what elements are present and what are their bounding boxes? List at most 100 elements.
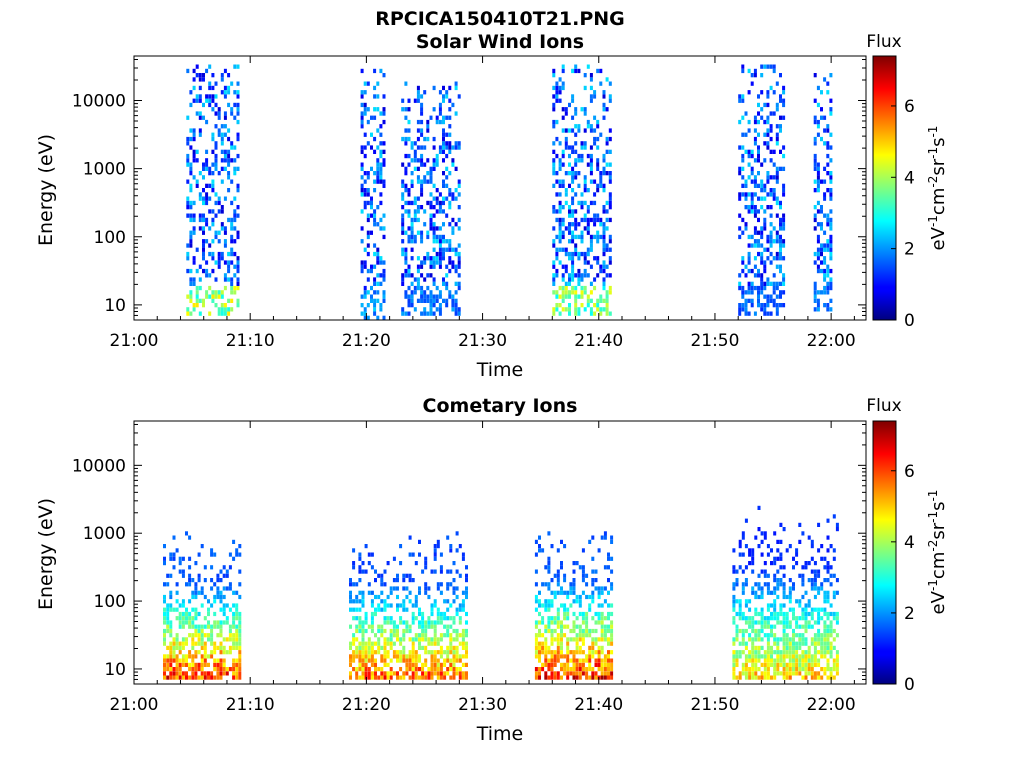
heatmap-cell — [446, 535, 450, 540]
heatmap-cell — [602, 183, 606, 188]
heatmap-cell — [418, 675, 421, 680]
heatmap-cell — [538, 654, 541, 659]
heatmap-cell — [608, 179, 612, 184]
heatmap-cell — [427, 667, 431, 672]
heatmap-cell — [360, 90, 364, 95]
heatmap-cell — [757, 628, 761, 634]
heatmap-cell — [772, 298, 776, 303]
heatmap-cell — [810, 654, 814, 659]
heatmap-cell — [380, 578, 384, 583]
heatmap-cell — [561, 128, 565, 133]
heatmap-cell — [588, 650, 592, 655]
heatmap-cell — [386, 662, 390, 667]
heatmap-cell — [813, 607, 817, 612]
heatmap-cell — [566, 671, 570, 676]
heatmap-cell — [600, 667, 604, 672]
heatmap-cell — [407, 162, 411, 167]
heatmap-cell — [782, 217, 786, 223]
heatmap-cell — [443, 650, 447, 655]
heatmap-cell — [738, 565, 742, 570]
heatmap-cell — [810, 641, 814, 646]
heatmap-cell — [427, 671, 431, 676]
heatmap-cell — [574, 132, 578, 137]
heatmap-cell — [355, 594, 359, 600]
heatmap-cell — [433, 624, 437, 629]
heatmap-cell — [194, 561, 198, 566]
heatmap-cell — [352, 637, 356, 642]
heatmap-cell — [599, 171, 603, 176]
heatmap-cell — [807, 611, 811, 617]
heatmap-cell — [454, 196, 458, 201]
heatmap-cell — [577, 256, 581, 261]
heatmap-cell — [435, 234, 439, 240]
heatmap-cell — [770, 675, 773, 680]
heatmap-cell — [766, 145, 770, 150]
heatmap-cell — [602, 166, 606, 171]
heatmap-cell — [227, 264, 231, 269]
heatmap-cell — [813, 166, 817, 171]
heatmap-cell — [236, 230, 240, 235]
heatmap-cell — [211, 188, 215, 193]
heatmap-cell — [569, 590, 573, 595]
heatmap-cell — [445, 281, 449, 286]
heatmap-cell — [568, 239, 571, 244]
heatmap-cell — [426, 273, 430, 278]
heatmap-cell — [829, 281, 833, 286]
heatmap-cell — [769, 128, 773, 133]
heatmap-cell — [610, 675, 614, 680]
heatmap-cell — [534, 650, 538, 655]
heatmap-cell — [578, 675, 582, 680]
heatmap-cell — [744, 671, 748, 676]
heatmap-cell — [798, 603, 802, 608]
heatmap-cell — [423, 162, 427, 167]
heatmap-cell — [465, 645, 468, 650]
heatmap-cell — [782, 273, 786, 278]
heatmap-cell — [233, 196, 237, 201]
heatmap-cell — [382, 277, 386, 282]
heatmap-cell — [185, 637, 188, 642]
heatmap-cell — [404, 247, 408, 252]
heatmap-cell — [169, 556, 173, 561]
heatmap-cell — [572, 561, 576, 566]
heatmap-cell — [770, 658, 773, 663]
heatmap-cell — [597, 637, 601, 642]
heatmap-cell — [795, 552, 799, 557]
heatmap-cell — [220, 303, 224, 308]
heatmap-cell — [829, 226, 833, 231]
heatmap-cell — [445, 115, 449, 120]
heatmap-cell — [608, 311, 612, 316]
heatmap-cell — [382, 273, 386, 278]
heatmap-cell — [760, 183, 764, 188]
heatmap-cell — [564, 247, 568, 252]
heatmap-cell — [208, 102, 212, 108]
heatmap-cell — [426, 158, 430, 163]
heatmap-cell — [760, 179, 764, 184]
heatmap-cell — [589, 171, 593, 176]
heatmap-cell — [602, 260, 606, 265]
heatmap-cell — [555, 209, 559, 214]
heatmap-cell — [360, 68, 364, 74]
heatmap-cell — [363, 90, 367, 95]
heatmap-cell — [421, 611, 425, 617]
heatmap-cell — [404, 107, 408, 112]
heatmap-cell — [429, 294, 433, 299]
heatmap-cell — [563, 590, 567, 595]
heatmap-cell — [185, 582, 188, 587]
heatmap-cell — [769, 64, 773, 69]
heatmap-cell — [396, 675, 399, 680]
heatmap-cell — [448, 124, 452, 129]
heatmap-cell — [757, 119, 760, 125]
heatmap-cell — [410, 200, 414, 206]
heatmap-cell — [754, 535, 758, 540]
heatmap-cell — [766, 544, 770, 549]
heatmap-cell — [181, 645, 185, 650]
heatmap-cell — [373, 251, 377, 257]
heatmap-cell — [185, 641, 188, 646]
heatmap-cell — [732, 569, 736, 574]
heatmap-cell — [813, 662, 817, 667]
heatmap-cell — [445, 303, 449, 308]
heatmap-cell — [380, 671, 384, 676]
heatmap-cell — [169, 633, 173, 638]
heatmap-cell — [383, 641, 387, 646]
heatmap-cell — [178, 641, 182, 646]
